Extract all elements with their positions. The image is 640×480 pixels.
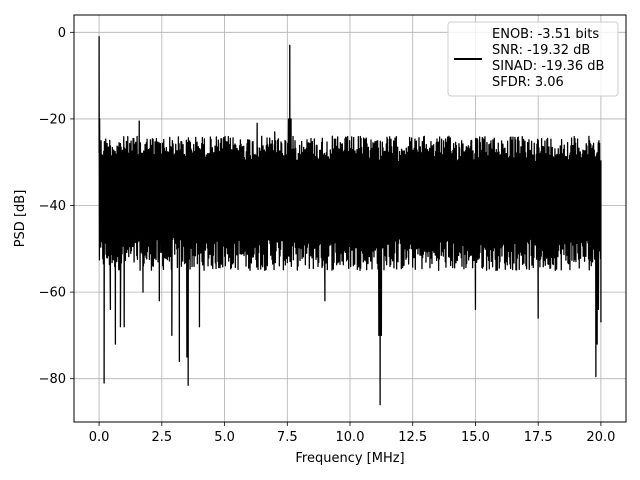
legend-entry-sfdr: SFDR: 3.06 (492, 75, 564, 90)
y-tick-label: −60 (39, 286, 66, 301)
x-tick-label: 15.0 (461, 430, 490, 445)
x-tick-label: 10.0 (336, 430, 365, 445)
legend-entry-enob: ENOB: -3.51 bits (492, 27, 599, 42)
y-tick-label: −80 (39, 372, 66, 387)
legend-entry-snr: SNR: -19.32 dB (492, 43, 590, 58)
y-axis-ticks: 0 −20 −40 −60 −80 (39, 26, 74, 387)
y-tick-label: 0 (58, 26, 66, 41)
x-axis-label: Frequency [MHz] (295, 451, 404, 466)
x-tick-label: 20.0 (586, 430, 615, 445)
x-tick-label: 5.0 (214, 430, 235, 445)
x-tick-label: 7.5 (277, 430, 298, 445)
y-axis-label: PSD [dB] (13, 190, 28, 248)
x-tick-label: 17.5 (524, 430, 553, 445)
x-tick-label: 2.5 (151, 430, 172, 445)
legend: ENOB: -3.51 bits SNR: -19.32 dB SINAD: -… (447, 21, 619, 97)
y-tick-label: −20 (39, 112, 66, 127)
x-axis-ticks: 0.0 2.5 5.0 7.5 10.0 12.5 15.0 17.5 20.0 (89, 422, 615, 445)
psd-series (98, 36, 602, 406)
series-line (98, 36, 602, 406)
x-tick-label: 12.5 (398, 430, 427, 445)
legend-box (447, 21, 619, 97)
legend-entry-sinad: SINAD: -19.36 dB (492, 59, 604, 74)
y-tick-label: −40 (39, 199, 66, 214)
x-tick-label: 0.0 (89, 430, 110, 445)
